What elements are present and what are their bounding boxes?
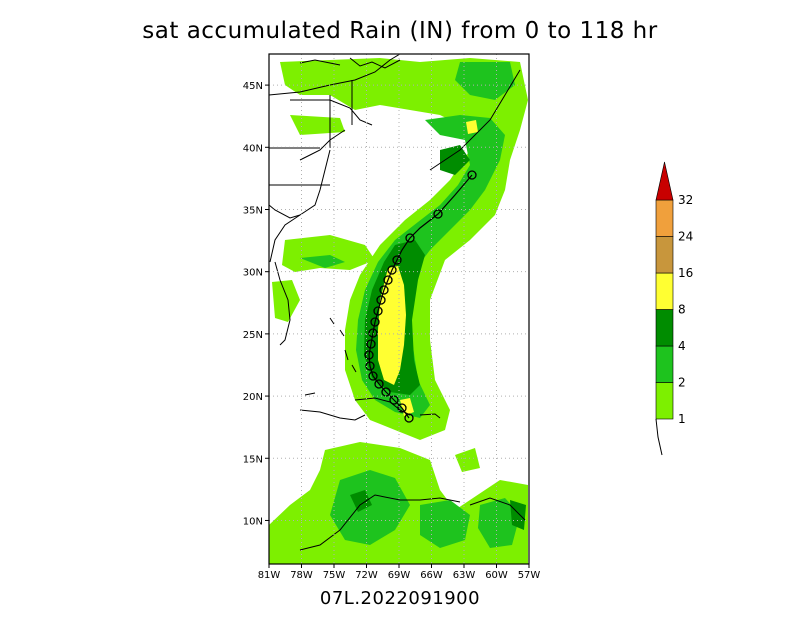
lon-tick-label: 57W: [518, 570, 541, 581]
colorbar-band: [655, 382, 674, 420]
lon-tick-label: 78W: [290, 570, 313, 581]
colorbar-level-label: 2: [678, 376, 686, 390]
colorbar-level-label: 24: [678, 230, 693, 244]
lat-tick-label: 10N: [243, 516, 263, 527]
lat-tick-label: 20N: [243, 392, 263, 403]
colorbar-level-label: 32: [678, 193, 693, 207]
lon-tick-label: 66W: [420, 570, 443, 581]
map-grid: [269, 54, 529, 564]
colorbar-level-label: 8: [678, 303, 686, 317]
lon-tick-label: 60W: [485, 570, 508, 581]
lon-tick-label: 63W: [453, 570, 476, 581]
colorbar-band: [655, 236, 674, 274]
lat-tick-label: 45N: [243, 81, 263, 92]
colorbar-level-label: 16: [678, 266, 693, 280]
lon-tick-label: 72W: [355, 570, 378, 581]
lat-tick-label: 40N: [243, 143, 263, 154]
colorbar-level-label: 1: [678, 412, 686, 426]
storm-id-label: 07L.2022091900: [319, 588, 481, 609]
lat-tick-label: 15N: [243, 454, 263, 465]
lon-tick-label: 81W: [258, 570, 281, 581]
lon-tick-label: 69W: [388, 570, 411, 581]
lat-tick-label: 35N: [243, 205, 263, 216]
colorbar-level-label: 4: [678, 339, 686, 353]
lat-tick-label: 30N: [243, 268, 263, 279]
storm-track: [364, 170, 477, 423]
coastlines: [269, 54, 526, 551]
colorbar-band: [655, 309, 674, 347]
rain-8in-region: [378, 120, 478, 416]
map-title: sat accumulated Rain (IN) from 0 to 118 …: [142, 18, 658, 44]
colorbar-band: [655, 345, 674, 383]
colorbar-max-triangle: [655, 161, 674, 201]
lat-tick-label: 25N: [243, 330, 263, 341]
colorbar-min-tail: [655, 418, 663, 456]
colorbar-band: [655, 272, 674, 310]
latitude-labels: 45N 40N 35N 30N 25N 20N 15N 10N: [243, 81, 269, 527]
colorbar-band: [655, 199, 674, 237]
lon-tick-label: 75W: [323, 570, 346, 581]
longitude-labels: 81W 78W 75W 72W 69W 66W 63W 60W 57W: [258, 564, 541, 581]
